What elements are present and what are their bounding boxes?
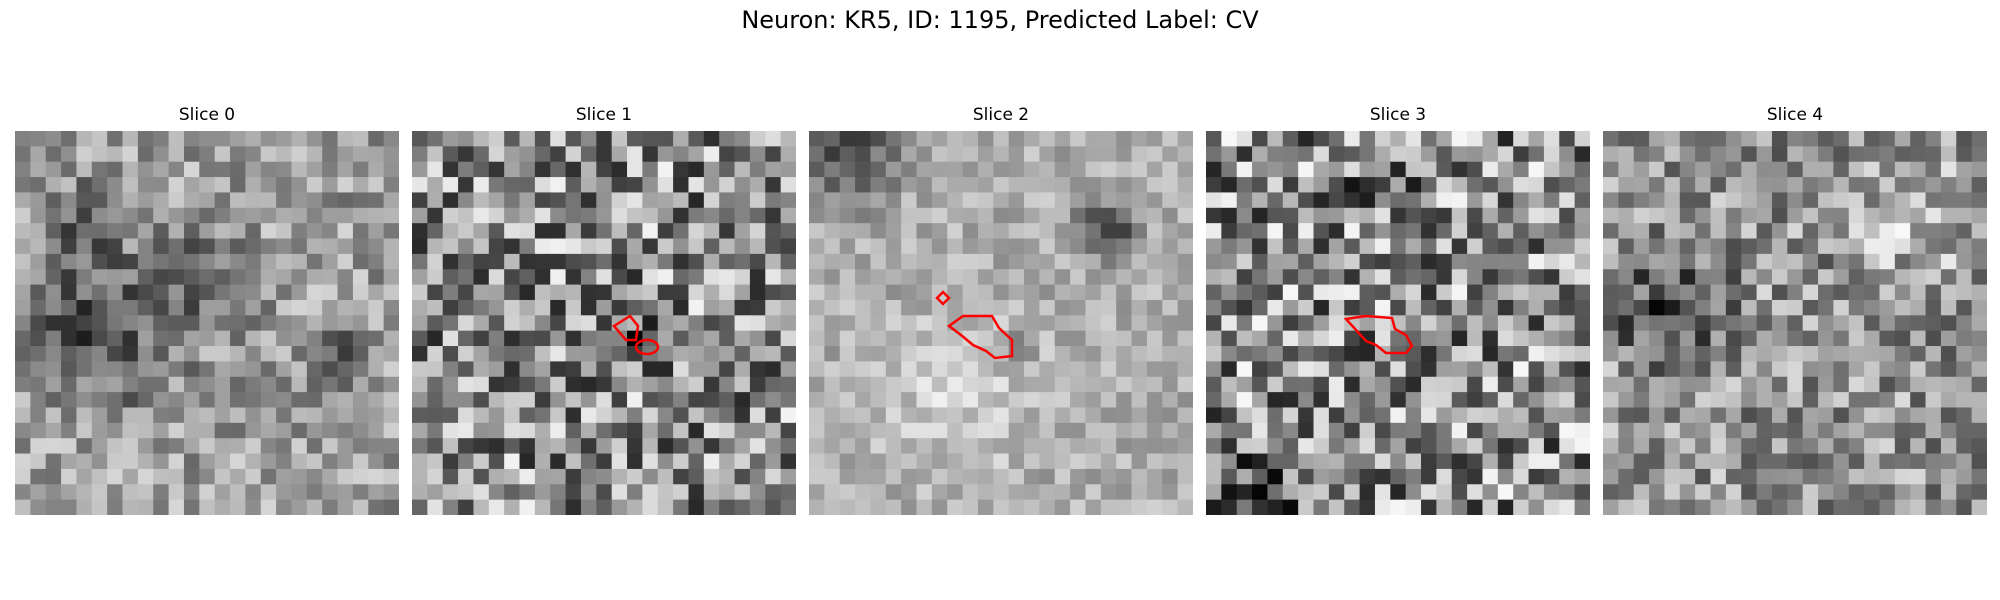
slice-title-4: Slice 4 xyxy=(1766,105,1824,125)
roi-contour-3-0 xyxy=(1343,314,1414,355)
slice-panel-2: Slice 2 xyxy=(809,105,1193,515)
slice-title-0: Slice 0 xyxy=(178,105,236,125)
roi-contour-2-0 xyxy=(946,314,1014,360)
roi-contour-1-0 xyxy=(612,314,640,342)
slice-image-1 xyxy=(412,131,796,515)
slice-image-4 xyxy=(1603,131,1987,515)
roi-contour-2-1 xyxy=(935,290,951,306)
slice-image-0 xyxy=(15,131,399,515)
slice-panel-1: Slice 1 xyxy=(412,105,796,515)
slice-image-2 xyxy=(809,131,1193,515)
slice-title-1: Slice 1 xyxy=(575,105,633,125)
slice-panel-4: Slice 4 xyxy=(1603,105,1987,515)
slice-panel-0: Slice 0 xyxy=(15,105,399,515)
slice-title-2: Slice 2 xyxy=(972,105,1030,125)
roi-contour-1-1 xyxy=(634,338,660,356)
slice-panel-3: Slice 3 xyxy=(1206,105,1590,515)
slice-image-3 xyxy=(1206,131,1590,515)
figure-title: Neuron: KR5, ID: 1195, Predicted Label: … xyxy=(741,6,1259,34)
slice-title-3: Slice 3 xyxy=(1369,105,1427,125)
